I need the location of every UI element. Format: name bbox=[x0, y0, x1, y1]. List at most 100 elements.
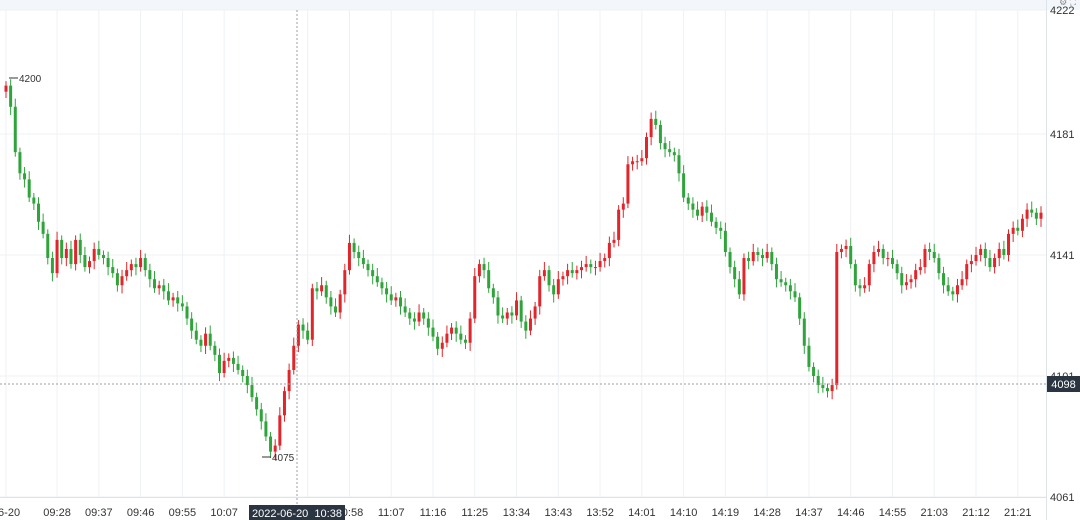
candle-body bbox=[282, 391, 286, 416]
candle-body bbox=[264, 421, 268, 437]
candle bbox=[273, 439, 277, 460]
candle bbox=[64, 242, 68, 267]
candle-body bbox=[969, 261, 973, 265]
candle-body bbox=[422, 312, 426, 319]
candle-body bbox=[97, 248, 101, 256]
candle-body bbox=[955, 285, 959, 295]
candle-body bbox=[459, 333, 463, 340]
candle bbox=[886, 251, 890, 267]
candle bbox=[969, 254, 973, 273]
candle bbox=[923, 244, 927, 274]
candle bbox=[812, 362, 816, 383]
fullscreen-icon[interactable]: ⛶ bbox=[1069, 0, 1076, 7]
candle-body bbox=[951, 291, 955, 295]
candle bbox=[375, 268, 379, 287]
candle bbox=[946, 277, 950, 296]
candle bbox=[788, 278, 792, 300]
candle bbox=[668, 140, 672, 157]
y-tick-label: 4061 bbox=[1050, 492, 1074, 504]
price-markers: 4200 4075 bbox=[9, 74, 295, 464]
candle bbox=[960, 271, 964, 290]
candle-body bbox=[928, 248, 932, 252]
candle bbox=[50, 251, 54, 282]
candle-body bbox=[663, 143, 667, 150]
candle-body bbox=[761, 255, 765, 259]
candle bbox=[371, 263, 375, 285]
candle-body bbox=[296, 324, 300, 346]
candle-body bbox=[426, 318, 430, 328]
candle bbox=[877, 240, 881, 257]
candle-body bbox=[779, 279, 783, 283]
candle bbox=[974, 246, 978, 266]
candle-body bbox=[1034, 212, 1038, 219]
candle-body bbox=[41, 221, 45, 234]
candle bbox=[306, 322, 310, 345]
candle bbox=[55, 231, 59, 278]
candle bbox=[292, 337, 296, 375]
candle-body bbox=[709, 212, 713, 222]
x-tick-label: 13:43 bbox=[545, 507, 573, 519]
candle bbox=[259, 402, 263, 430]
candle bbox=[918, 258, 922, 275]
candle bbox=[329, 291, 333, 315]
candle bbox=[296, 320, 300, 353]
x-tick-label: 14:55 bbox=[879, 507, 907, 519]
candle bbox=[487, 261, 491, 293]
candle bbox=[528, 310, 532, 336]
candle-body bbox=[222, 360, 226, 373]
x-tick-label: 14:19 bbox=[712, 507, 740, 519]
candle-body bbox=[69, 248, 73, 265]
candle bbox=[728, 247, 732, 274]
candle bbox=[928, 242, 932, 261]
chart-settings-icon[interactable]: ⚙ bbox=[1059, 0, 1068, 7]
candle bbox=[352, 238, 356, 259]
x-tick-label: 09:55 bbox=[169, 507, 197, 519]
candle-body bbox=[849, 245, 853, 265]
candle bbox=[171, 292, 175, 307]
candle-body bbox=[64, 248, 68, 259]
price-badge-label: 4098 bbox=[1051, 379, 1075, 391]
candle-body bbox=[287, 369, 291, 392]
candle bbox=[663, 136, 667, 158]
candle bbox=[835, 243, 839, 390]
y-tick-label: 4181 bbox=[1050, 129, 1074, 141]
candle bbox=[157, 280, 161, 295]
candle bbox=[366, 259, 370, 277]
candle-body bbox=[468, 318, 472, 343]
x-tick-label: 11:07 bbox=[378, 507, 405, 519]
candle-body bbox=[835, 251, 839, 386]
candle-body bbox=[575, 270, 579, 274]
candle bbox=[635, 154, 639, 170]
x-tick-label: 11:25 bbox=[461, 507, 488, 519]
candle-body bbox=[719, 227, 723, 231]
candle-body bbox=[231, 357, 235, 364]
candle bbox=[677, 148, 681, 182]
candle bbox=[361, 249, 365, 269]
crosshair bbox=[0, 10, 1046, 505]
candle bbox=[997, 242, 1001, 267]
candle bbox=[723, 222, 727, 257]
candle-body bbox=[812, 366, 816, 377]
candle-body bbox=[148, 270, 152, 280]
candle-body bbox=[431, 327, 435, 337]
candle-body bbox=[111, 267, 115, 274]
toolbar-icons[interactable]: ⚙ ⛶ bbox=[1059, 0, 1076, 8]
candle-body bbox=[1016, 227, 1020, 231]
candle bbox=[988, 249, 992, 272]
x-tick-label: 14:46 bbox=[837, 507, 865, 519]
candle bbox=[440, 336, 444, 357]
candle-body bbox=[612, 239, 616, 243]
x-tick-label: 10:07 bbox=[210, 507, 238, 519]
candle bbox=[505, 307, 509, 325]
candle-body bbox=[4, 85, 8, 92]
candle bbox=[900, 266, 904, 294]
candle bbox=[524, 315, 528, 339]
candle-body bbox=[101, 255, 105, 259]
candle-body bbox=[399, 297, 403, 307]
candle-body bbox=[320, 285, 324, 292]
candle bbox=[844, 239, 848, 258]
candle bbox=[101, 250, 105, 265]
candle bbox=[612, 231, 616, 248]
candle-body bbox=[733, 267, 737, 280]
